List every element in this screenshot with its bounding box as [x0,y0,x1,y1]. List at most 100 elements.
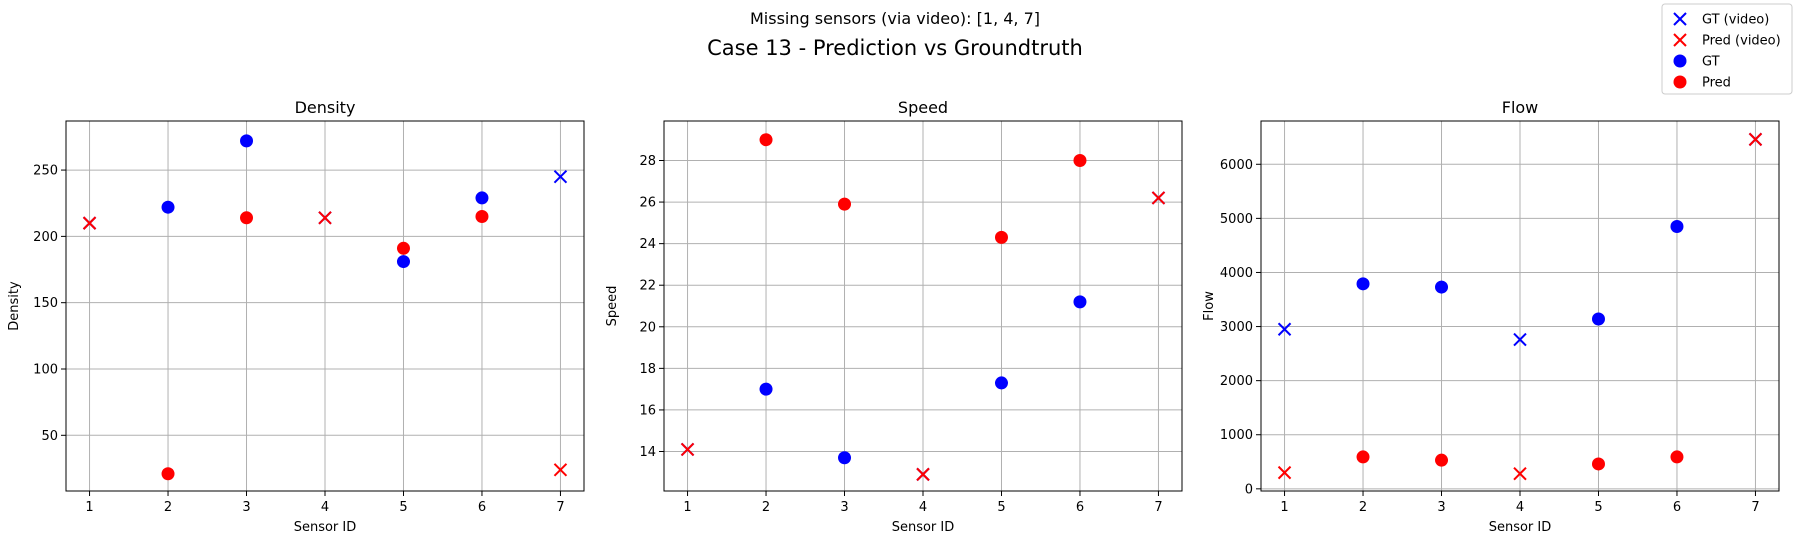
y-tick-label: 4000 [1220,266,1253,281]
figure-title: Case 13 - Prediction vs Groundtruth [707,36,1083,60]
x-tick-label: 4 [919,500,927,515]
gt-point [838,451,852,465]
pred-point [1073,153,1087,167]
gt-point [759,382,773,396]
gt-point [396,255,410,269]
legend-label: Pred (video) [1702,34,1781,49]
legend-item: Pred [1673,75,1731,91]
x-tick-label: 7 [1751,500,1759,515]
pred-point [161,467,175,481]
x-tick-label: 7 [1154,500,1162,515]
y-axis-label: Flow [1202,291,1217,321]
y-tick-label: 22 [639,279,656,294]
x-tick-label: 6 [1076,500,1084,515]
x-tick-label: 1 [683,500,691,515]
pred-video-point [318,211,332,225]
pred-video-point [1277,465,1292,480]
x-tick-label: 6 [1673,500,1681,515]
legend-item: GT [1673,54,1720,70]
gt-point [1073,295,1087,309]
legend-label: GT [1702,55,1720,70]
x-tick-label: 3 [1437,500,1445,515]
legend-marker-x [1673,33,1687,47]
panel-flow: 1 2 3 4 5 6 7 0 1000 2000 3000 4000 5000 6000 Flow Sens… [1202,98,1780,535]
pred-point [838,197,852,211]
legend-label: GT (video) [1702,13,1769,28]
legend-marker-dot [1673,75,1687,89]
legend: GT (video) Pred (video) GT Pred [1661,3,1793,95]
legend-item: Pred (video) [1673,33,1781,49]
pred-point [240,211,254,225]
y-tick-label: 1000 [1220,428,1253,443]
pred-point [396,241,410,255]
legend-marker-x [1673,12,1687,26]
axes-title: Speed [898,98,948,117]
pred-video-point [553,463,568,477]
x-tick-label: 1 [85,500,93,515]
pred-point [475,209,489,223]
y-tick-label: 150 [33,296,58,311]
pred-video-point [1151,191,1166,205]
x-tick-label: 6 [478,500,486,515]
panel-density: 1 2 3 4 5 6 7 50 100 150 200 250 Density Sensor ID Den… [7,98,585,535]
y-tick-label: 28 [639,154,656,169]
x-tick-label: 7 [556,500,564,515]
x-axis-label: Sensor ID [892,520,955,535]
legend-item: GT (video) [1673,12,1769,28]
points [82,134,568,481]
pred-video-point [1513,466,1527,481]
axes-title: Density [295,98,356,117]
x-tick-label: 3 [242,500,250,515]
gt-video-point [1513,332,1527,347]
axes-frame [1260,120,1780,492]
gt-point [1670,219,1684,233]
x-tick-label: 5 [1594,500,1602,515]
x-tick-label: 5 [997,500,1005,515]
y-tick-label: 26 [639,196,656,211]
figure-subtitle: Missing sensors (via video): [1, 4, 7] [750,9,1040,28]
y-tick-label: 14 [639,445,656,460]
pred-point [1591,457,1605,471]
y-tick-label: 100 [33,362,58,377]
axes-frame [65,120,585,492]
gt-point [1591,312,1605,326]
y-tick-label: 16 [639,403,656,418]
pred-video-point [1748,132,1763,147]
gt-point [994,376,1008,390]
points [1277,132,1763,481]
y-tick-label: 3000 [1220,320,1253,335]
axes-frame [663,120,1183,492]
x-axis-label: Sensor ID [1489,520,1552,535]
y-tick-label: 6000 [1220,158,1253,173]
gt-video-point [1277,322,1292,336]
pred-video-point [680,442,695,457]
pred-point [1670,450,1684,464]
points [680,133,1166,482]
y-tick-label: 50 [41,429,58,444]
gt-point [1435,280,1449,294]
x-tick-label: 2 [164,500,172,515]
x-tick-label: 1 [1280,500,1288,515]
pred-point [759,133,773,147]
x-tick-label: 2 [1359,500,1367,515]
y-tick-label: 250 [33,164,58,179]
pred-point [994,230,1008,244]
x-tick-label: 3 [840,500,848,515]
y-axis-label: Density [7,281,22,331]
pred-point [1435,453,1449,467]
axes-title: Flow [1502,98,1539,117]
x-tick-label: 5 [399,500,407,515]
x-tick-label: 2 [762,500,770,515]
x-axis-label: Sensor ID [294,520,357,535]
x-tick-label: 4 [1516,500,1524,515]
y-tick-label: 2000 [1220,374,1253,389]
legend-label: Pred [1702,76,1731,91]
legend-frame [1661,3,1793,95]
y-tick-label: 24 [639,237,656,252]
y-tick-label: 20 [639,320,656,335]
gt-point [161,200,175,214]
gt-video-point [553,169,568,184]
y-tick-label: 200 [33,230,58,245]
gt-point [475,191,489,205]
